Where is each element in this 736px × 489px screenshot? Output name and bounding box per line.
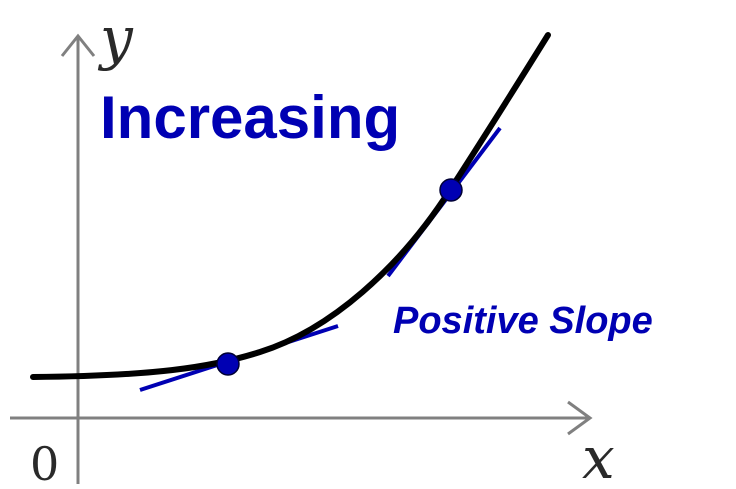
y-axis-label: y xyxy=(97,4,134,72)
tangent-point-upper xyxy=(439,178,463,202)
x-axis-arrowhead xyxy=(567,400,593,436)
y-axis-arrowhead xyxy=(60,33,96,57)
positive-slope-label: Positive Slope xyxy=(393,300,653,342)
origin-label: 0 xyxy=(30,437,59,489)
increasing-curve xyxy=(30,32,551,380)
tangent-point-lower xyxy=(216,352,240,376)
diagram-title: Increasing xyxy=(100,84,400,151)
x-axis-label: x xyxy=(582,424,615,489)
